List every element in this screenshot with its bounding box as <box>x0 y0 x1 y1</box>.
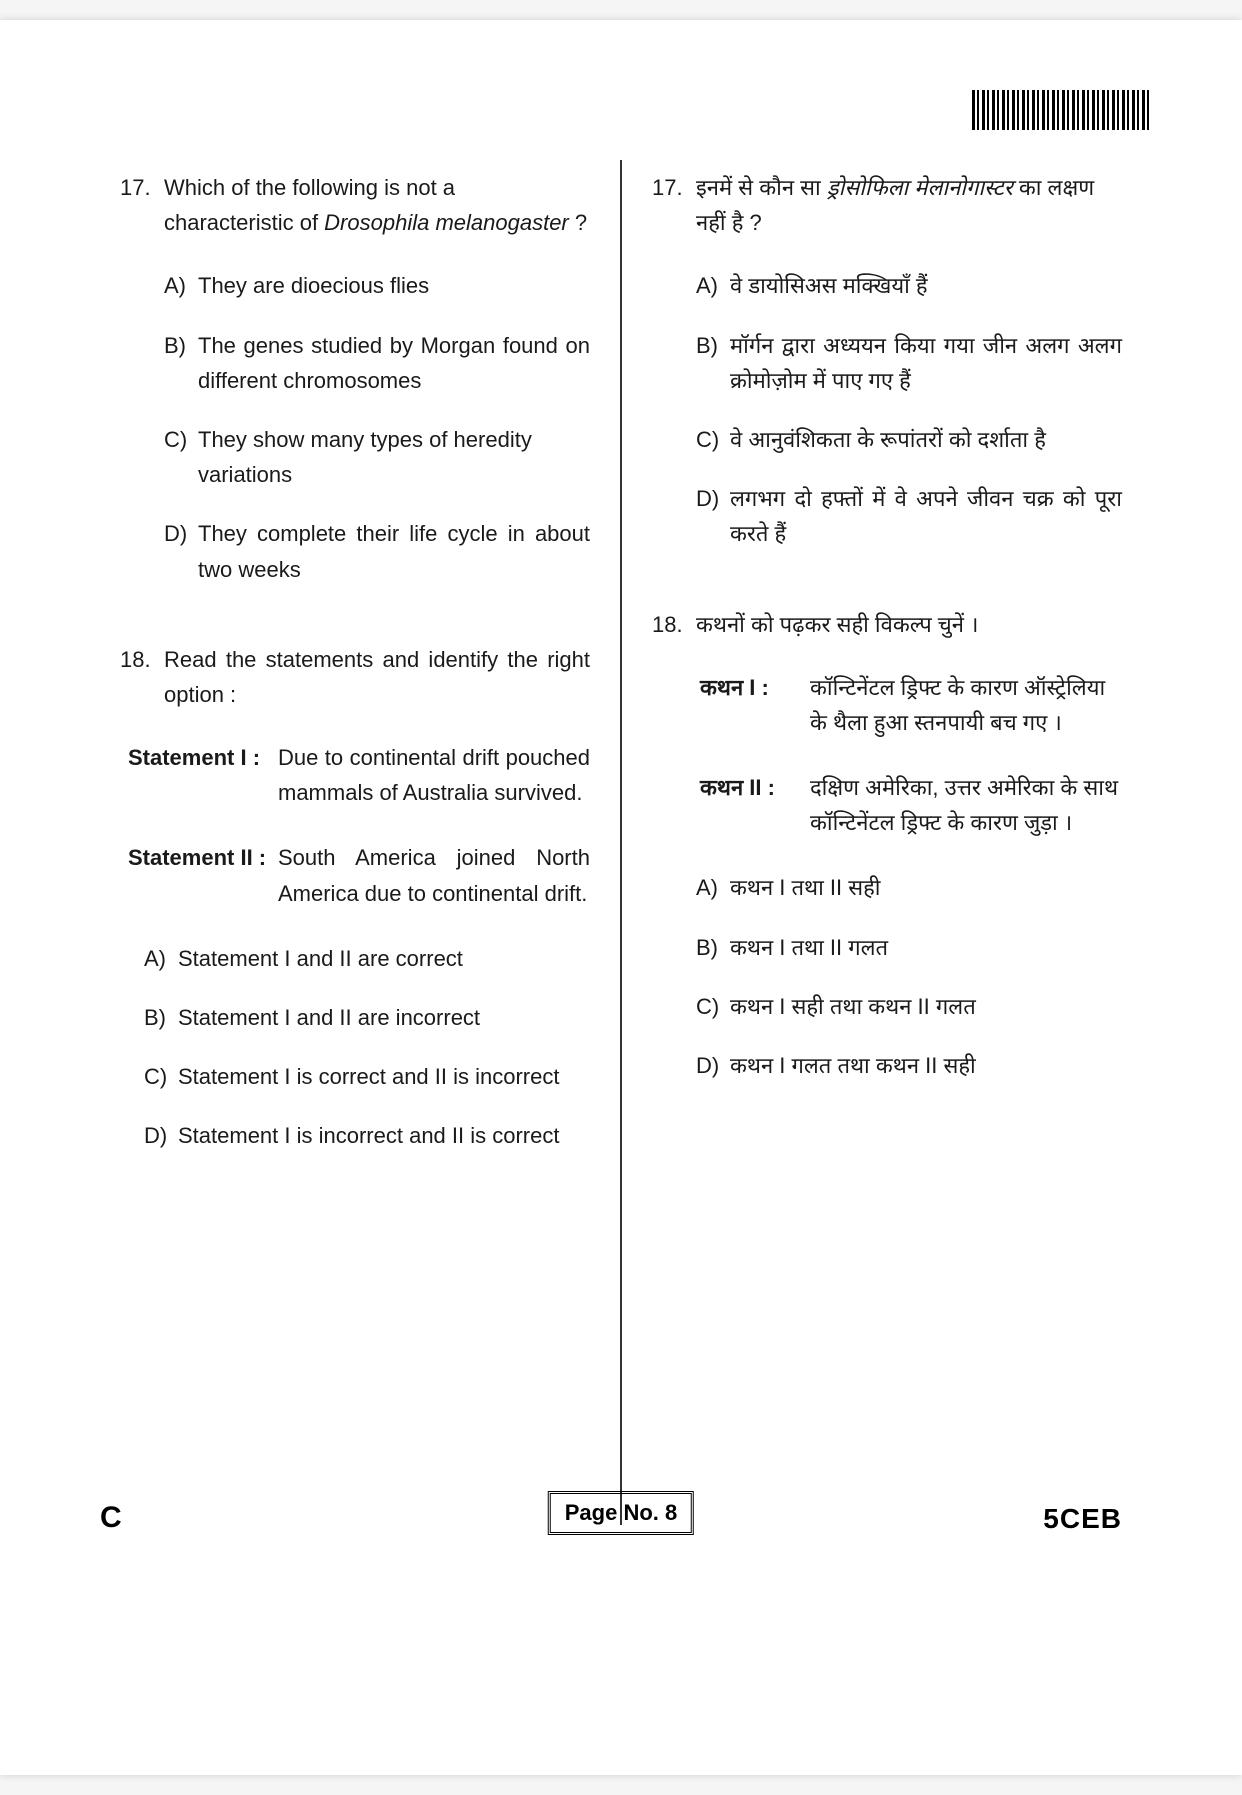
exam-page: 17. Which of the following is not a char… <box>0 20 1242 1775</box>
option-text: The genes studied by Morgan found on dif… <box>198 328 590 398</box>
q17-en: 17. Which of the following is not a char… <box>120 170 590 587</box>
option-label: C) <box>696 989 730 1024</box>
option-text: Statement I is correct and II is incorre… <box>178 1059 590 1094</box>
option-text: कथन I तथा II सही <box>730 870 1122 905</box>
question-number: 17. <box>120 170 164 240</box>
option-text: कथन I सही तथा कथन II गलत <box>730 989 1122 1024</box>
option-text: They show many types of heredity variati… <box>198 422 590 492</box>
statement-label: Statement II : <box>128 840 278 910</box>
option-label: D) <box>696 1048 730 1083</box>
option-text: मॉर्गन द्वारा अध्ययन किया गया जीन अलग अल… <box>730 328 1122 398</box>
option-label: A) <box>144 941 178 976</box>
statement-text: South America joined North America due t… <box>278 840 590 910</box>
option-label: B) <box>696 328 730 398</box>
option-text: Statement I and II are incorrect <box>178 1000 590 1035</box>
column-hindi: 17. इनमें से कौन सा ड्रोसोफिला मेलानोगास… <box>622 170 1142 1525</box>
statement-label: Statement I : <box>128 740 278 810</box>
option-label: B) <box>696 930 730 965</box>
option-text: कथन I तथा II गलत <box>730 930 1122 965</box>
statement-text: दक्षिण अमेरिका, उत्तर अमेरिका के साथ कॉन… <box>810 770 1122 840</box>
option-text: They complete their life cycle in about … <box>198 516 590 586</box>
footer-code-right: 5CEB <box>1043 1503 1122 1535</box>
option-text: वे आनुवंशिकता के रूपांतरों को दर्शाता है <box>730 422 1122 457</box>
page-number-box: Page No. 8 <box>548 1491 694 1535</box>
option-label: C) <box>696 422 730 457</box>
footer-code-left: C <box>100 1501 122 1535</box>
option-text: Statement I and II are correct <box>178 941 590 976</box>
question-number: 18. <box>652 607 696 642</box>
column-english: 17. Which of the following is not a char… <box>100 170 620 1525</box>
option-label: C) <box>144 1059 178 1094</box>
option-text: लगभग दो हफ्तों में वे अपने जीवन चक्र को … <box>730 481 1122 551</box>
option-label: C) <box>164 422 198 492</box>
statement-text: Due to continental drift pouched mammals… <box>278 740 590 810</box>
option-label: B) <box>144 1000 178 1035</box>
option-text: Statement I is incorrect and II is corre… <box>178 1118 590 1153</box>
statement-text: कॉन्टिनेंटल ड्रिफ्ट के कारण ऑस्ट्रेलिया … <box>810 670 1122 740</box>
option-label: B) <box>164 328 198 398</box>
question-text: Read the statements and identify the rig… <box>164 642 590 712</box>
question-text: Which of the following is not a characte… <box>164 170 590 240</box>
option-text: They are dioecious flies <box>198 268 590 303</box>
question-text: कथनों को पढ़कर सही विकल्प चुनें । <box>696 607 1122 642</box>
q18-hi: 18. कथनों को पढ़कर सही विकल्प चुनें । कथ… <box>652 607 1122 1084</box>
statement-label: कथन II : <box>700 770 810 840</box>
q18-en: 18. Read the statements and identify the… <box>120 642 590 1154</box>
content-area: 17. Which of the following is not a char… <box>100 170 1142 1525</box>
option-label: D) <box>144 1118 178 1153</box>
option-label: A) <box>696 268 730 303</box>
option-label: D) <box>164 516 198 586</box>
question-text: इनमें से कौन सा ड्रोसोफिला मेलानोगास्टर … <box>696 170 1122 240</box>
q17-hi: 17. इनमें से कौन सा ड्रोसोफिला मेलानोगास… <box>652 170 1122 552</box>
option-label: D) <box>696 481 730 551</box>
option-label: A) <box>164 268 198 303</box>
option-label: A) <box>696 870 730 905</box>
question-number: 18. <box>120 642 164 712</box>
option-text: कथन I गलत तथा कथन II सही <box>730 1048 1122 1083</box>
option-text: वे डायोसिअस मक्खियाँ हैं <box>730 268 1122 303</box>
question-number: 17. <box>652 170 696 240</box>
barcode <box>972 90 1152 130</box>
statement-label: कथन I : <box>700 670 810 740</box>
